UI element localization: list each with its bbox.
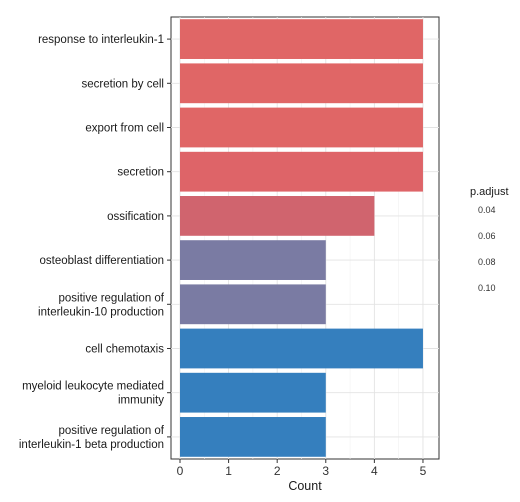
x-tick-label: 4: [371, 464, 378, 478]
legend-tick-label: 0.06: [478, 231, 496, 241]
bar: [180, 107, 423, 148]
bar: [180, 417, 326, 457]
category-labels: response to interleukin-1 secretion by ce…: [19, 34, 171, 451]
x-axis-ticks: 0 1 2 3 4 5: [177, 459, 427, 478]
category-label: interleukin-10 production: [38, 306, 164, 318]
category-label: export from cell: [85, 123, 164, 135]
legend-title: p.adjust: [470, 186, 509, 198]
legend-tick-label: 0.04: [478, 205, 496, 215]
category-label: cell chemotaxis: [85, 344, 164, 356]
bar: [180, 19, 423, 59]
bar: [180, 196, 375, 236]
category-label: osteoblast differentiation: [40, 255, 164, 267]
category-label: positive regulation of: [59, 425, 165, 437]
p-adjust-legend: 0.04 0.06 0.08 0.10: [478, 205, 496, 293]
category-label: secretion by cell: [82, 78, 164, 90]
category-label: ossification: [107, 211, 164, 223]
category-label: myeloid leukocyte mediated: [22, 381, 164, 393]
category-label: interleukin-1 beta production: [19, 439, 164, 451]
category-label: secretion: [117, 167, 164, 179]
bar: [180, 284, 326, 325]
x-tick-label: 5: [420, 464, 427, 478]
bars: [180, 19, 423, 457]
x-tick-label: 1: [225, 464, 232, 478]
bar: [180, 240, 326, 280]
legend-tick-label: 0.10: [478, 283, 496, 293]
legend-tick-label: 0.08: [478, 257, 496, 267]
bar: [180, 63, 423, 104]
category-label: positive regulation of: [59, 292, 165, 304]
x-axis-title: Count: [288, 479, 322, 493]
x-tick-label: 0: [177, 464, 184, 478]
x-tick-label: 2: [274, 464, 281, 478]
x-tick-label: 3: [322, 464, 329, 478]
bar: [180, 151, 423, 192]
bar: [180, 328, 423, 369]
category-label: immunity: [118, 395, 164, 407]
bar: [180, 372, 326, 413]
category-label: response to interleukin-1: [38, 34, 164, 46]
